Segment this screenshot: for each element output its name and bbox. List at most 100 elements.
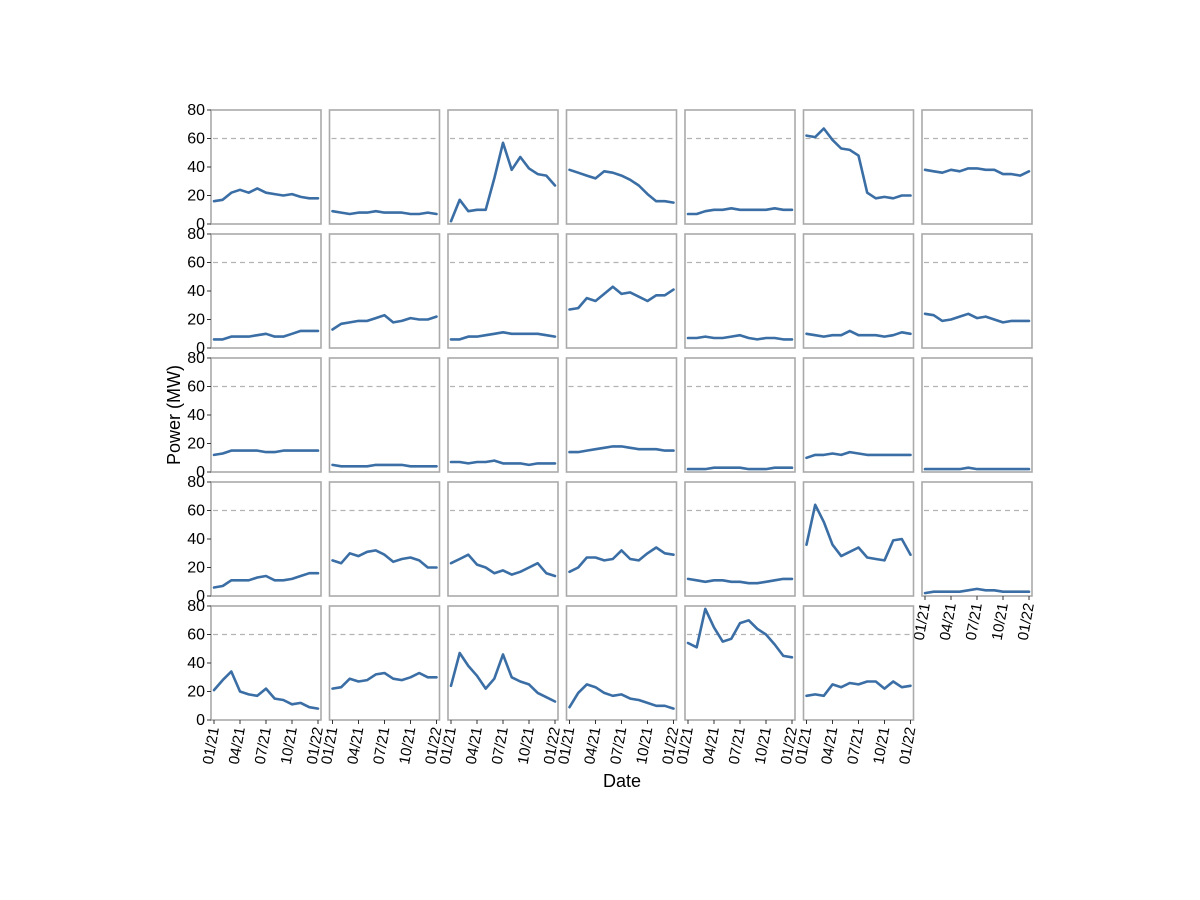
panel	[328, 233, 441, 349]
series-line	[568, 445, 675, 454]
y-tick-label: 60	[187, 503, 205, 520]
series-line	[449, 330, 557, 341]
series-line	[805, 680, 912, 698]
y-tick-label: 80	[187, 598, 205, 615]
panel	[684, 357, 796, 473]
series-line	[805, 127, 912, 200]
series-line	[449, 459, 557, 467]
series-line	[805, 450, 912, 460]
x-tick-label: 07/21	[963, 602, 986, 642]
panel-border	[921, 357, 1033, 473]
series-line	[686, 607, 794, 659]
panel-border	[447, 109, 559, 225]
panel-border	[328, 605, 441, 721]
panel	[802, 357, 915, 473]
x-tick-label: 04/21	[581, 726, 604, 766]
panel-border	[447, 605, 559, 721]
panel-border	[921, 481, 1033, 597]
x-tick-label: 01/21	[318, 726, 341, 766]
panel: 01/21 04/21 07/21 10/21 01/22	[674, 605, 801, 766]
panel-border	[328, 481, 441, 597]
panel	[684, 481, 796, 597]
y-tick-label: 60	[187, 255, 205, 272]
x-tick-label: 01/22	[1015, 602, 1038, 642]
series-line	[686, 577, 794, 585]
x-tick-label: 01/22	[541, 726, 564, 766]
y-tick-label: 80	[187, 226, 205, 243]
panel-border	[802, 481, 915, 597]
panel-border	[210, 109, 322, 225]
y-tick-label: 80	[187, 474, 205, 491]
panel	[565, 109, 678, 225]
series-line	[686, 333, 794, 341]
panel: 0 20 40 60 80	[187, 102, 322, 233]
x-tick-label: 10/21	[870, 726, 893, 766]
panel	[447, 109, 559, 225]
panel: 0 20 40 60 80 01/21 04/21 07/21 10/21 01/22	[187, 598, 327, 766]
x-tick-label: 10/21	[515, 726, 538, 766]
series-line	[923, 167, 1031, 177]
x-tick-label: 01/21	[555, 726, 578, 766]
panel-border	[565, 233, 678, 349]
panel-border	[565, 481, 678, 597]
panel: 0 20 40 60 80	[187, 226, 322, 357]
panel-border	[565, 357, 678, 473]
panel-border	[921, 109, 1033, 225]
series-line	[923, 312, 1031, 324]
panel	[328, 109, 441, 225]
panel-border	[565, 109, 678, 225]
panel-border	[802, 109, 915, 225]
panel	[565, 233, 678, 349]
y-tick-label: 20	[187, 560, 205, 577]
panel-border	[684, 109, 796, 225]
series-line	[568, 546, 675, 574]
panel-border	[684, 357, 796, 473]
panel: 01/21 04/21 07/21 10/21 01/22	[911, 481, 1038, 642]
x-tick-label: 07/21	[607, 726, 630, 766]
y-tick-label: 0	[196, 588, 205, 605]
panel	[921, 357, 1033, 473]
y-tick-label: 0	[196, 712, 205, 729]
panel	[802, 481, 915, 597]
x-tick-label: 04/21	[463, 726, 486, 766]
x-tick-label: 10/21	[752, 726, 775, 766]
x-tick-label: 01/22	[778, 726, 801, 766]
y-tick-label: 40	[187, 407, 205, 424]
x-tick-label: 01/22	[896, 726, 919, 766]
x-tick-label: 04/21	[226, 726, 249, 766]
x-tick-label: 07/21	[252, 726, 275, 766]
x-tick-label: 07/21	[489, 726, 512, 766]
panel	[565, 357, 678, 473]
panel	[447, 357, 559, 473]
x-tick-label: 01/21	[792, 726, 815, 766]
y-tick-label: 40	[187, 283, 205, 300]
series-line	[449, 141, 557, 223]
x-tick-label: 01/21	[911, 602, 934, 642]
panel-border	[328, 109, 441, 225]
panel-border	[328, 357, 441, 473]
panel: 0 20 40 60 80	[187, 474, 322, 605]
series-line	[568, 683, 675, 710]
panel-border	[802, 605, 915, 721]
panel-border	[447, 481, 559, 597]
x-tick-label: 07/21	[844, 726, 867, 766]
panel-border	[802, 233, 915, 349]
panel	[684, 109, 796, 225]
panel-border	[684, 233, 796, 349]
series-line	[212, 571, 320, 589]
y-tick-label: 0	[196, 464, 205, 481]
y-tick-label: 20	[187, 188, 205, 205]
x-tick-label: 10/21	[278, 726, 301, 766]
panel-border	[802, 357, 915, 473]
y-tick-label: 80	[187, 102, 205, 119]
series-line	[923, 466, 1031, 471]
series-line	[805, 329, 912, 338]
y-tick-label: 60	[187, 131, 205, 148]
series-line	[568, 168, 675, 204]
series-line	[331, 209, 438, 216]
panel-border	[210, 357, 322, 473]
x-tick-label: 01/21	[200, 726, 223, 766]
series-line	[686, 466, 794, 471]
x-tick-label: 10/21	[633, 726, 656, 766]
